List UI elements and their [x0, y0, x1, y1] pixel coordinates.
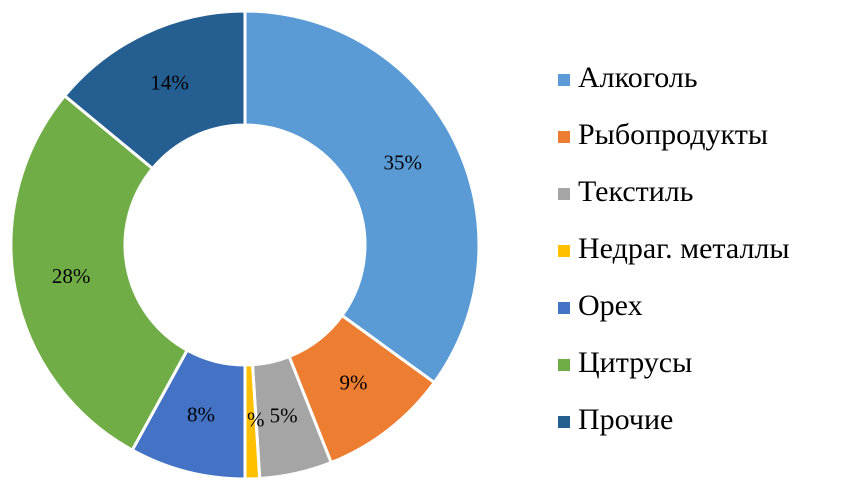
donut-segment: [9, 93, 190, 453]
legend-swatch: [558, 74, 570, 86]
legend-label: Текстиль: [578, 175, 693, 208]
data-label: 8%: [187, 402, 215, 426]
legend-label: Рыбопродукты: [578, 118, 768, 151]
legend-label: Алкоголь: [578, 61, 698, 94]
data-label: 9%: [339, 371, 367, 395]
legend-label: Недраг. металлы: [578, 232, 790, 265]
legend-swatch: [558, 131, 570, 143]
legend-label: Прочие: [578, 403, 673, 436]
data-label: 35%: [383, 150, 422, 174]
data-label: 28%: [52, 264, 91, 288]
legend-swatch: [558, 302, 570, 314]
legend-label: Цитрусы: [578, 346, 692, 379]
legend-swatch: [558, 359, 570, 371]
legend-swatch: [558, 245, 570, 257]
data-label: 5%: [270, 404, 298, 428]
legend-label: Орех: [578, 289, 643, 322]
legend-swatch: [558, 416, 570, 428]
legend-swatch: [558, 188, 570, 200]
donut-segment: [243, 9, 481, 385]
donut-segment: [62, 9, 247, 171]
data-label: 14%: [150, 71, 189, 95]
